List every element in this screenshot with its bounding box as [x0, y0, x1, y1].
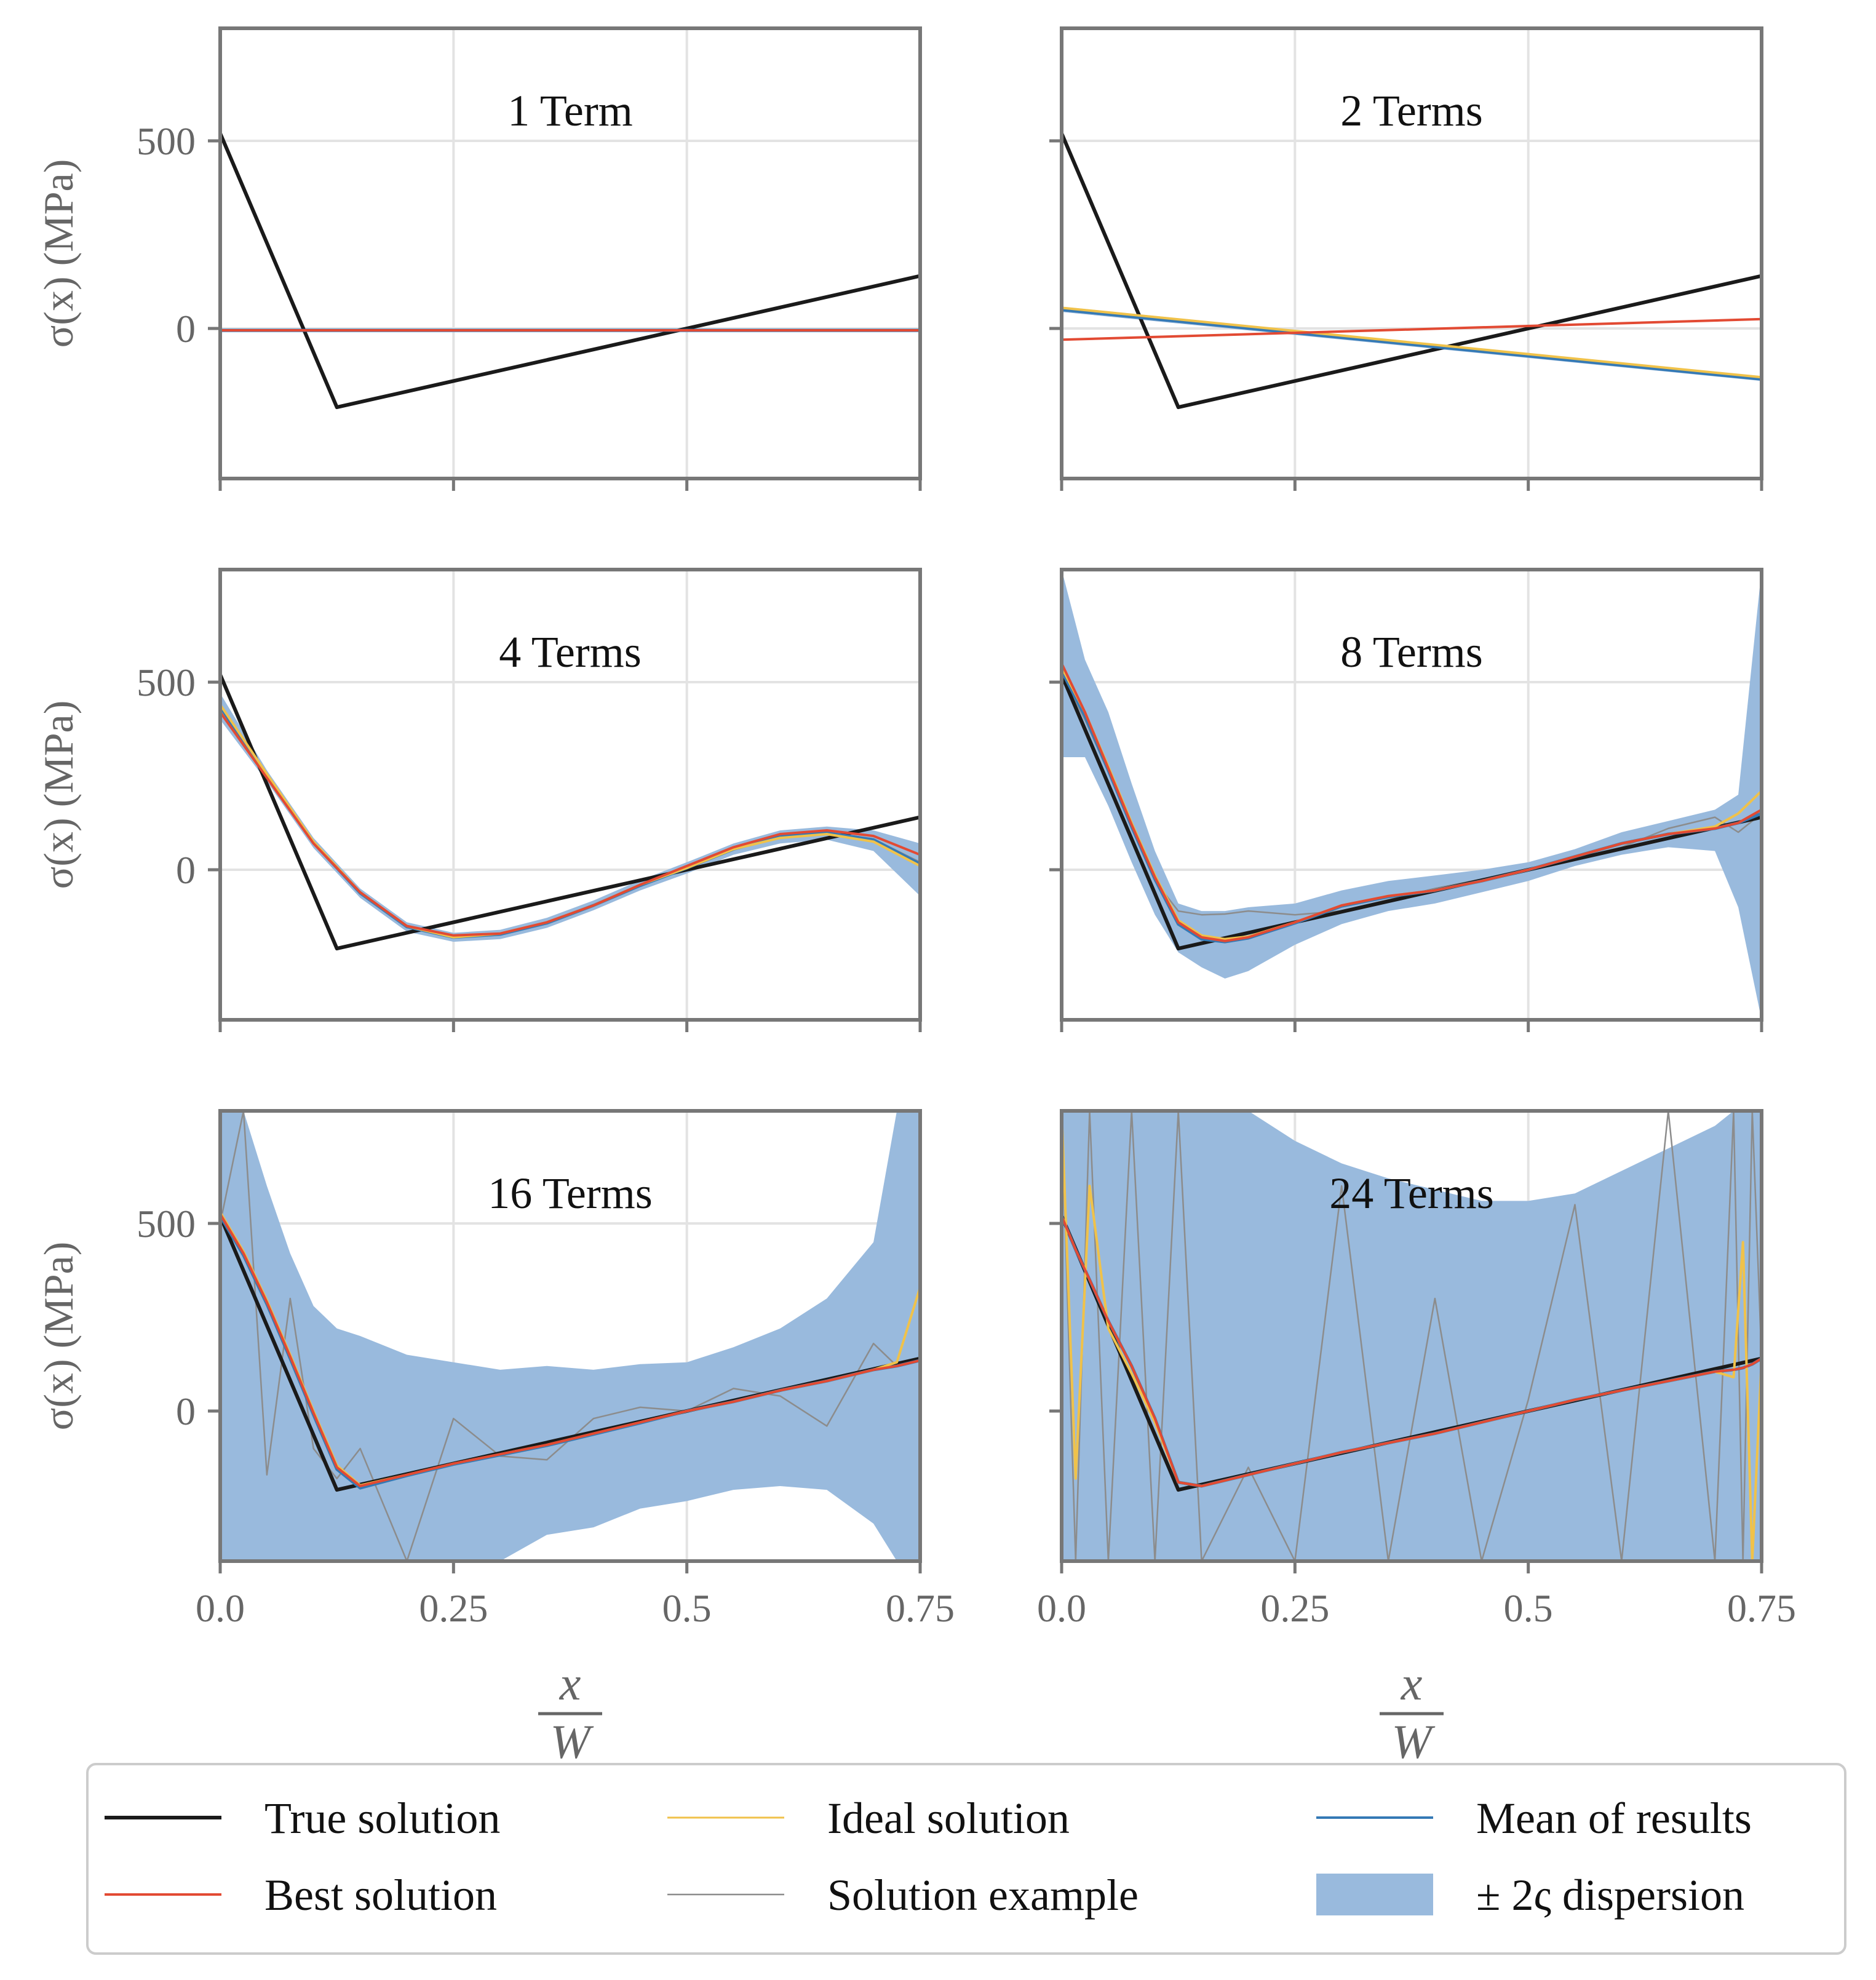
- legend-label-example: Solution example: [827, 1871, 1139, 1920]
- legend-swatch-band: [1316, 1874, 1433, 1915]
- legend-label-true: True solution: [264, 1794, 500, 1843]
- y-axis-label: σ(x) (MPa): [35, 701, 82, 889]
- mean-of-results-line: [220, 706, 920, 939]
- panel-title: 8 Terms: [1340, 627, 1483, 677]
- legend: True solution Best solution Ideal solution…: [86, 1763, 1846, 1955]
- subplot-2: 2 Terms: [1049, 26, 1763, 491]
- legend-label-ideal: Ideal solution: [827, 1794, 1070, 1843]
- legend-label-mean: Mean of results: [1476, 1794, 1752, 1843]
- best-solution-line: [1062, 1215, 1762, 1487]
- subplot-6: 24 Terms 0.0 0.25 0.5 0.75: [1037, 1109, 1796, 1630]
- best-solution-line: [220, 711, 920, 937]
- x-tick-label: 0.0: [196, 1586, 245, 1630]
- panel-title: 2 Terms: [1340, 86, 1483, 135]
- legend-item-mean: Mean of results: [1316, 1794, 1752, 1843]
- subplot-5: 16 Terms 0 500 σ(x) (MPa) 0.0 0.25 0.5 0.75: [35, 1109, 955, 1630]
- dispersion-band: [1062, 1111, 1762, 1561]
- panel-title: 24 Terms: [1329, 1169, 1494, 1218]
- axes-frame: [1060, 26, 1763, 480]
- best-solution-line: [1062, 662, 1762, 942]
- true-solution-line: [220, 132, 920, 410]
- y-tick-label: 0: [176, 307, 196, 351]
- solution-example-line: [1062, 1111, 1762, 1561]
- y-tick-label: 0: [176, 848, 196, 892]
- y-tick-label: 500: [137, 661, 196, 704]
- panel-title: 16 Terms: [488, 1169, 653, 1218]
- y-axis-label: σ(x) (MPa): [35, 1242, 82, 1431]
- x-tick-label: 0.25: [419, 1586, 488, 1630]
- axes-frame: [218, 568, 922, 1022]
- legend-item-best: Best solution: [105, 1871, 497, 1920]
- legend-item-true: True solution: [105, 1794, 500, 1843]
- ideal-solution-line: [1062, 306, 1762, 379]
- best-solution-line: [220, 1213, 920, 1487]
- y-tick-label: 500: [137, 119, 196, 163]
- legend-item-example: Solution example: [667, 1871, 1139, 1920]
- legend-item-band: ± 2ς dispersion: [1316, 1871, 1744, 1920]
- x-axis-label-numerator: x: [1401, 1656, 1423, 1710]
- solution-example-line: [220, 1111, 920, 1561]
- dispersion-band: [220, 1111, 920, 1561]
- subplot-3: 4 Terms 0 500 σ(x) (MPa): [35, 568, 922, 1032]
- axes-frame: [218, 1109, 922, 1563]
- axes-frame: [1060, 568, 1763, 1022]
- y-tick-label: 500: [137, 1202, 196, 1246]
- x-tick-label: 0.75: [1727, 1586, 1796, 1630]
- subplot-4: 8 Terms: [1049, 568, 1763, 1032]
- x-tick-label: 0.5: [662, 1586, 712, 1630]
- subplot-1: 1 Term 0 500 σ(x) (MPa): [35, 26, 922, 491]
- dispersion-band: [220, 693, 920, 942]
- x-axis-label-denominator: W: [1392, 1715, 1436, 1768]
- legend-item-ideal: Ideal solution: [667, 1794, 1070, 1843]
- x-tick-label: 0.0: [1037, 1586, 1086, 1630]
- solution-example-line: [220, 707, 920, 937]
- x-tick-label: 0.5: [1504, 1586, 1553, 1630]
- true-solution-line: [1062, 674, 1762, 951]
- ideal-solution-line: [220, 704, 920, 939]
- true-solution-line: [220, 674, 920, 951]
- y-axis-label: σ(x) (MPa): [35, 159, 82, 348]
- y-tick-label: 0: [176, 1390, 196, 1433]
- axes-frame: [218, 26, 922, 480]
- true-solution-line: [1062, 132, 1762, 410]
- best-solution-line: [1062, 317, 1762, 341]
- x-axis-label-denominator: W: [550, 1715, 594, 1768]
- x-tick-label: 0.25: [1260, 1586, 1329, 1630]
- mean-of-results-line: [1062, 308, 1762, 381]
- panel-title: 4 Terms: [499, 627, 642, 677]
- legend-label-band: ± 2ς dispersion: [1476, 1871, 1744, 1920]
- x-axis-label-numerator: x: [559, 1656, 581, 1710]
- legend-label-best: Best solution: [264, 1871, 497, 1920]
- panel-title: 1 Term: [507, 86, 633, 135]
- x-tick-label: 0.75: [886, 1586, 955, 1630]
- axes-frame: [1060, 1109, 1763, 1563]
